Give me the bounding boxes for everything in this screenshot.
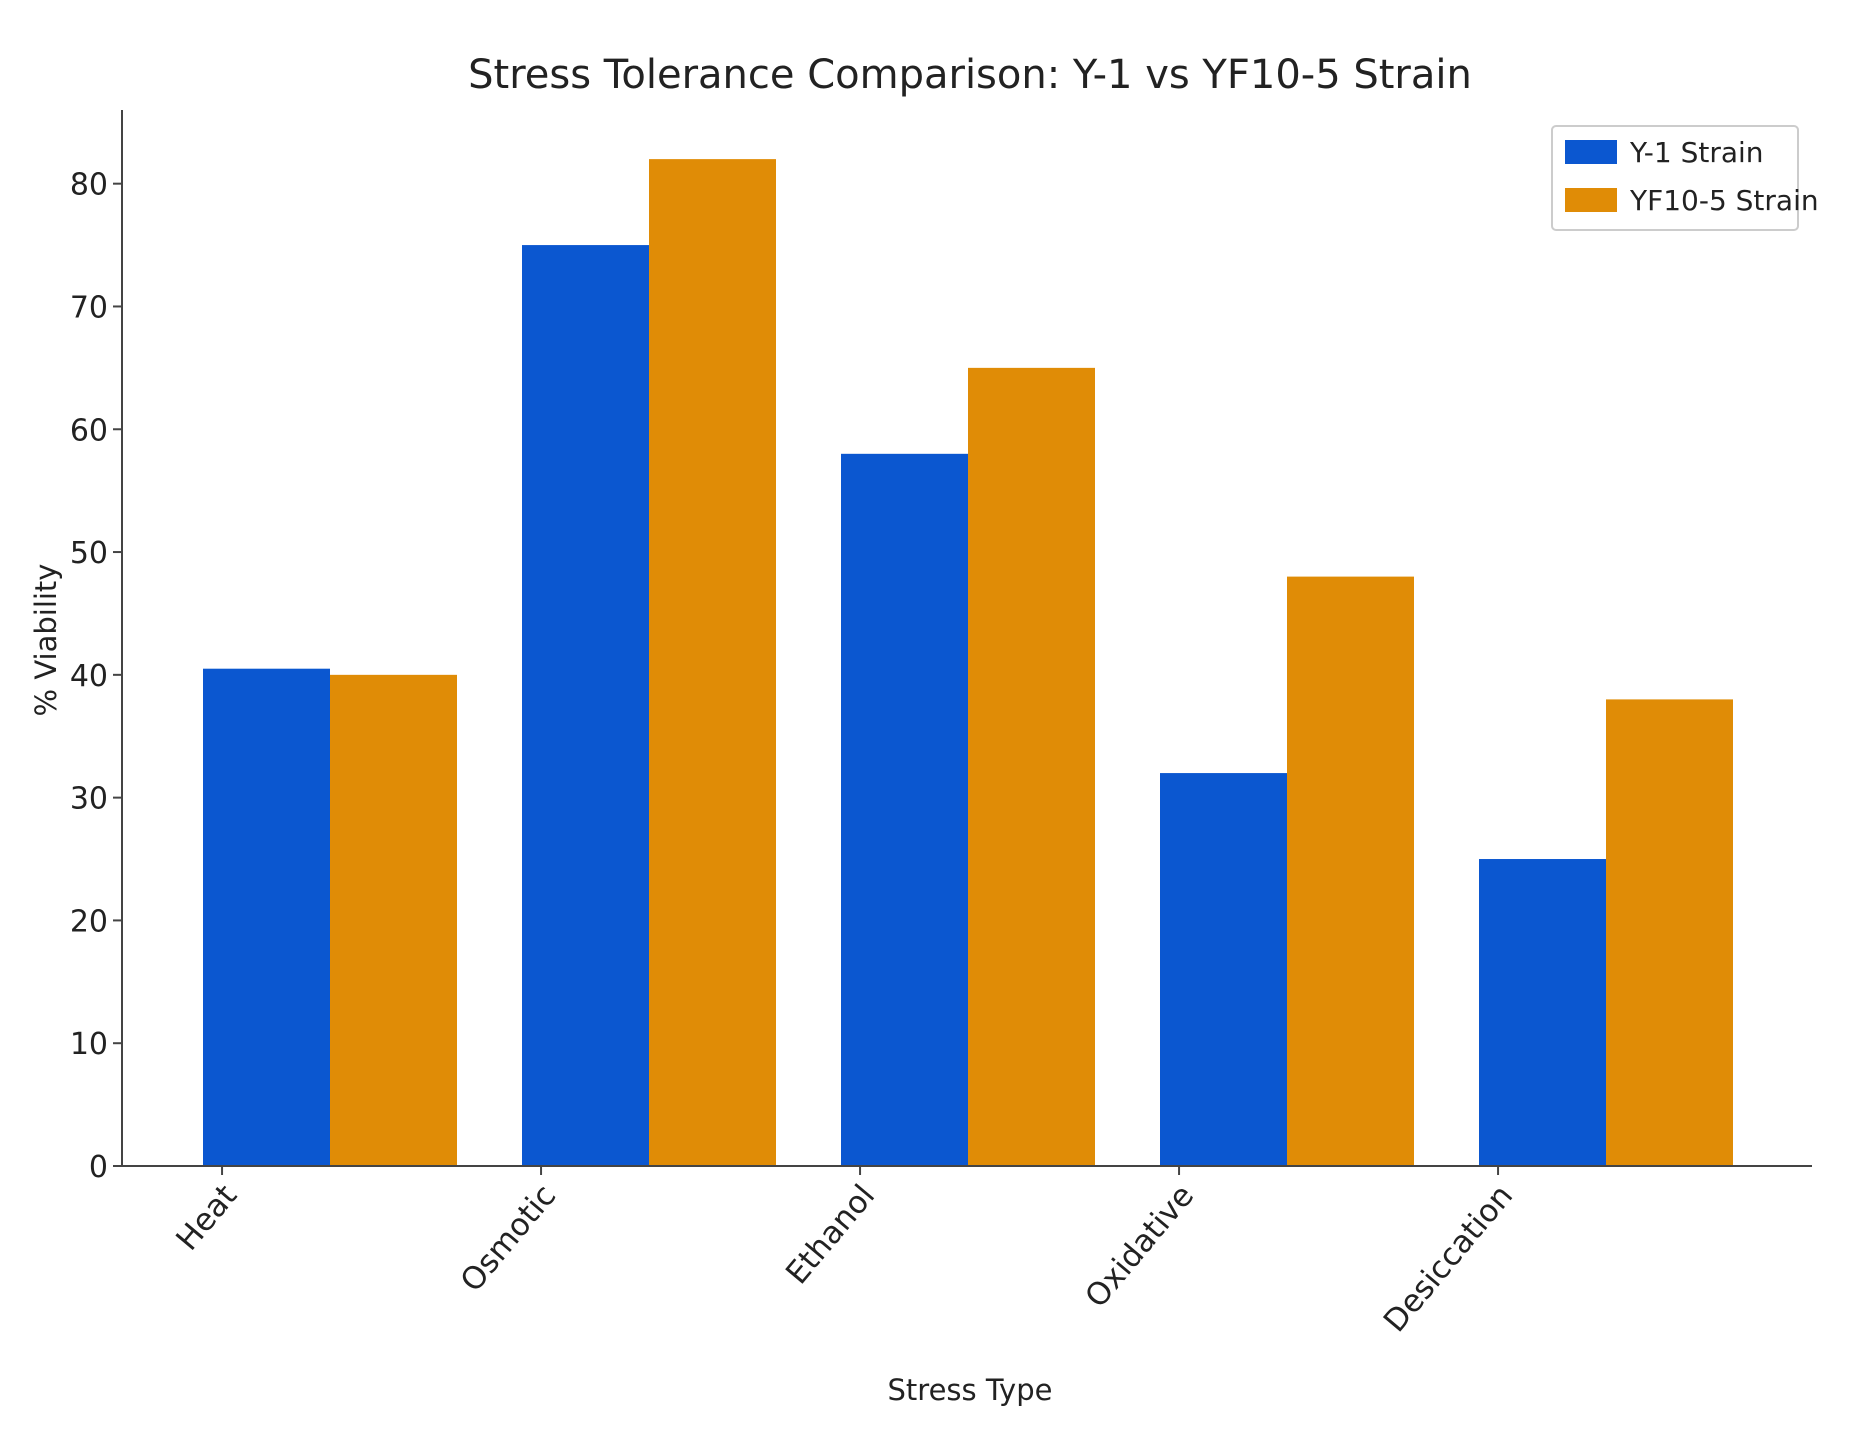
y-tick-label-0: 0 (89, 1150, 108, 1185)
y-tick-label-80: 80 (70, 168, 108, 203)
bar-yf10-5-strain-ethanol (968, 367, 1095, 1166)
y-tick-label-30: 30 (70, 782, 108, 817)
bar-y-1-strain-ethanol (841, 453, 968, 1166)
y-tick-label-50: 50 (70, 536, 108, 571)
y-ticks: 0 10 20 30 40 50 60 70 80 (70, 168, 122, 1185)
bar-yf10-5-strain-osmotic (649, 159, 776, 1166)
y-tick-label-60: 60 (70, 413, 108, 448)
legend-label-y-1-strain: Y-1 Strain (1629, 136, 1764, 169)
legend-swatch-yf10-5-strain (1565, 188, 1617, 212)
legend-items: Y-1 Strain YF10-5 Strain (1565, 136, 1819, 217)
legend-label-yf10-5-strain: YF10-5 Strain (1629, 184, 1819, 217)
bar-y-1-strain-oxidative (1160, 773, 1287, 1166)
x-axis-label: Stress Type (888, 1373, 1053, 1407)
axes-layer (121, 110, 1812, 1167)
chart-title: Stress Tolerance Comparison: Y-1 vs YF10… (468, 52, 1472, 98)
bar-y-1-strain-heat (203, 668, 330, 1166)
x-tick-label-desiccation: Desiccation (1377, 1178, 1520, 1339)
x-tick-label-osmotic: Osmotic (454, 1178, 564, 1299)
bar-yf10-5-strain-desiccation (1606, 699, 1733, 1166)
x-tick-label-heat: Heat (169, 1178, 244, 1257)
x-tick-label-ethanol: Ethanol (779, 1178, 882, 1291)
bars-layer (203, 159, 1733, 1166)
bar-y-1-strain-desiccation (1479, 859, 1606, 1166)
legend-swatch-y-1-strain (1565, 140, 1617, 164)
y-tick-label-70: 70 (70, 290, 108, 325)
bar-yf10-5-strain-heat (330, 674, 457, 1166)
legend: Y-1 Strain YF10-5 Strain (1551, 125, 1819, 231)
bar-yf10-5-strain-oxidative (1287, 576, 1414, 1166)
bar-y-1-strain-osmotic (522, 245, 649, 1166)
y-tick-label-40: 40 (70, 659, 108, 694)
y-tick-label-20: 20 (70, 904, 108, 939)
x-ticks: Heat Osmotic Ethanol Oxidative Desiccation (169, 1166, 1520, 1339)
y-axis-label: % Viability (29, 564, 63, 717)
x-tick-label-oxidative: Oxidative (1078, 1178, 1201, 1315)
y-tick-label-10: 10 (70, 1027, 108, 1062)
